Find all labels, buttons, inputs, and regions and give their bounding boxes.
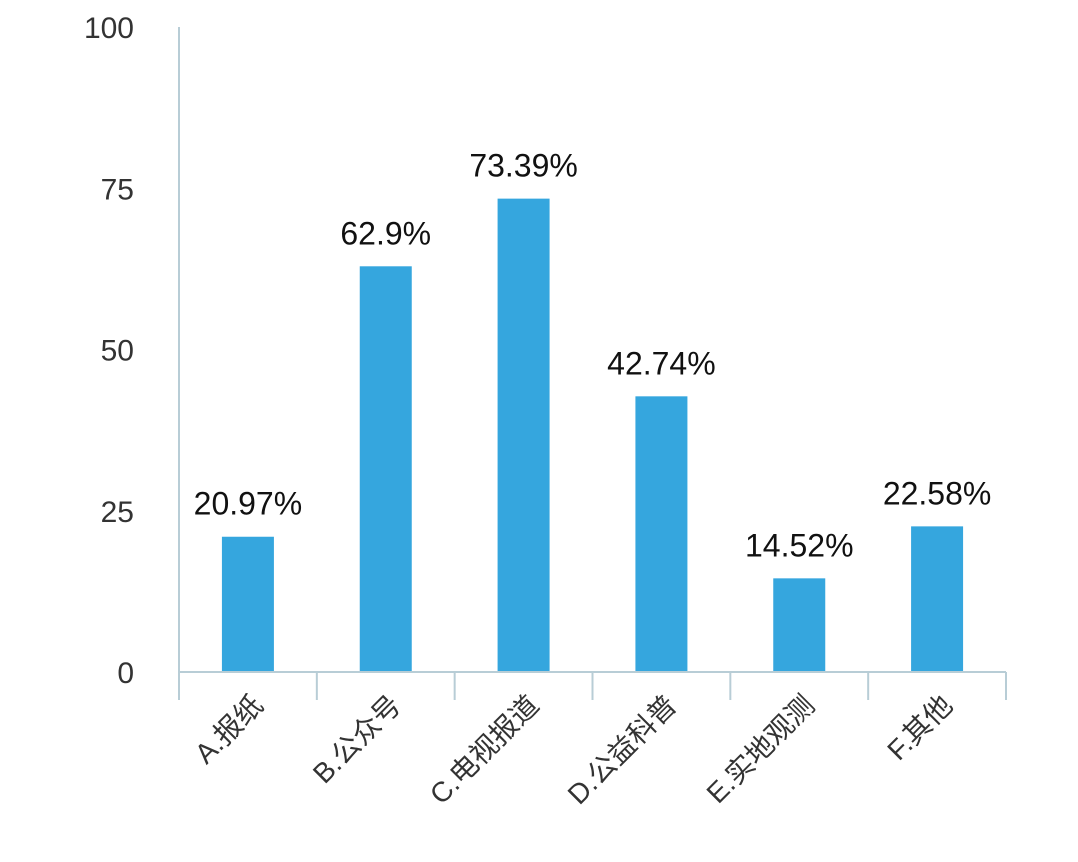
x-tick-label: C.电视报道 [424, 689, 545, 810]
bar [497, 198, 550, 672]
bar [221, 536, 274, 672]
y-tick-label: 100 [84, 12, 134, 45]
bar [773, 578, 826, 672]
x-tick-label: E.实地观测 [701, 689, 821, 809]
x-tick-label: A.报纸 [189, 689, 269, 769]
bar [911, 526, 964, 672]
x-tick-label: F.其他 [881, 689, 958, 766]
y-tick-label: 25 [101, 496, 134, 529]
x-tick-label: D.公益科普 [562, 689, 683, 810]
data-label: 14.52% [745, 527, 854, 563]
data-label: 20.97% [194, 486, 303, 522]
data-label: 62.9% [340, 215, 431, 251]
bar [635, 396, 688, 672]
data-label: 22.58% [883, 475, 992, 511]
x-tick-label: B.公众号 [307, 689, 407, 789]
data-label: 42.74% [607, 345, 716, 381]
y-tick-label: 50 [101, 335, 134, 368]
y-tick-label: 75 [101, 173, 134, 206]
y-tick-label: 0 [117, 657, 134, 690]
data-label: 73.39% [469, 148, 578, 184]
bar [359, 266, 412, 672]
